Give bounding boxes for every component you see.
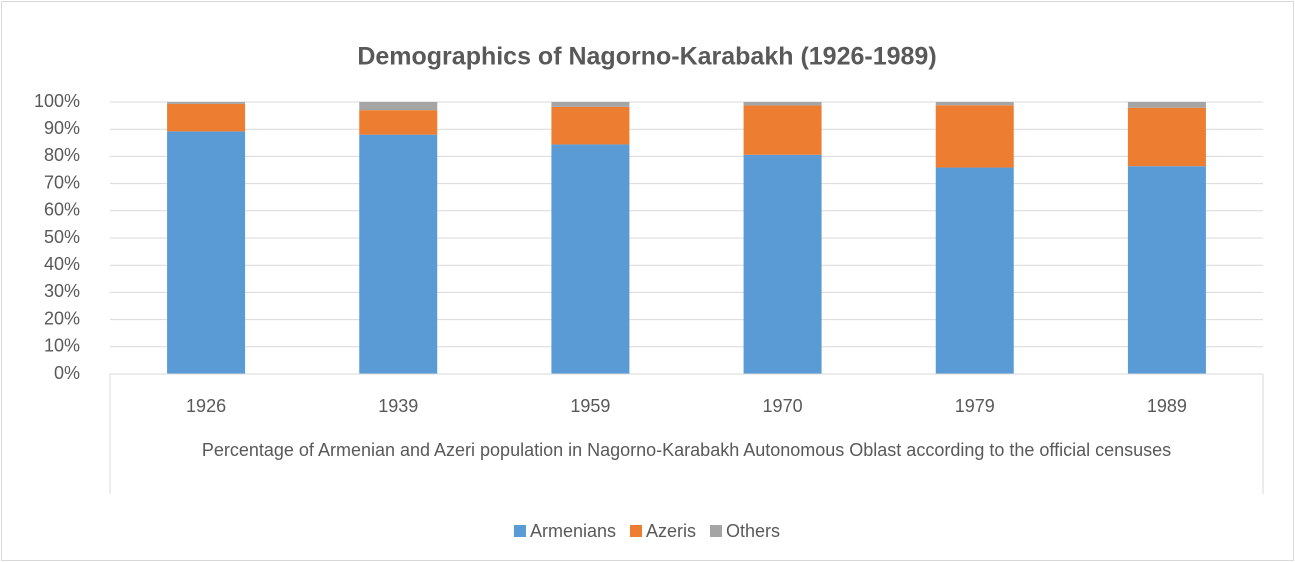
x-tick-label: 1989 [1147,396,1187,416]
bar-segment [1127,107,1206,167]
x-tick-label: 1939 [378,396,418,416]
legend-swatch [710,525,723,537]
y-tick-label: 100% [34,91,80,111]
x-tick-label: 1979 [955,396,995,416]
bar-segment [551,106,630,145]
bar-segment [359,102,438,111]
y-tick-label: 90% [44,118,80,138]
y-tick-label: 50% [44,227,80,247]
bar-segment [935,167,1014,374]
bar-segment [551,144,630,374]
bar-segment [1127,166,1206,374]
legend-label: Armenians [530,521,616,541]
legend-swatch [513,525,526,537]
bar-segment [359,134,438,374]
y-tick-label: 70% [44,172,80,192]
y-tick-label: 0% [54,363,80,383]
legend-swatch [630,525,642,537]
bar-segment [935,102,1014,106]
bar-segment [1127,102,1206,108]
x-axis-label: Percentage of Armenian and Azeri populat… [201,440,1172,460]
bar-segment [743,154,822,374]
y-tick-label: 20% [44,308,80,328]
bar-segment [167,131,246,374]
y-tick-label: 80% [44,145,80,165]
x-tick-label: 1959 [570,396,610,416]
bar-segment [359,110,438,135]
bar-segment [935,105,1014,168]
bar-segment [743,102,822,106]
y-tick-label: 30% [44,281,80,301]
bar-segment [551,102,630,107]
y-tick-label: 10% [44,336,80,356]
y-tick-label: 40% [44,254,80,274]
legend-label: Azeris [646,521,696,541]
bar-segment [167,103,246,132]
y-tick-label: 60% [44,200,80,220]
bar-segment [167,102,246,104]
legend-label: Others [726,521,780,541]
chart-title: Demographics of Nagorno-Karabakh (1926-1… [357,43,936,71]
x-tick-label: 1970 [763,396,803,416]
bar-segment [743,105,822,155]
x-tick-label: 1926 [186,396,226,416]
